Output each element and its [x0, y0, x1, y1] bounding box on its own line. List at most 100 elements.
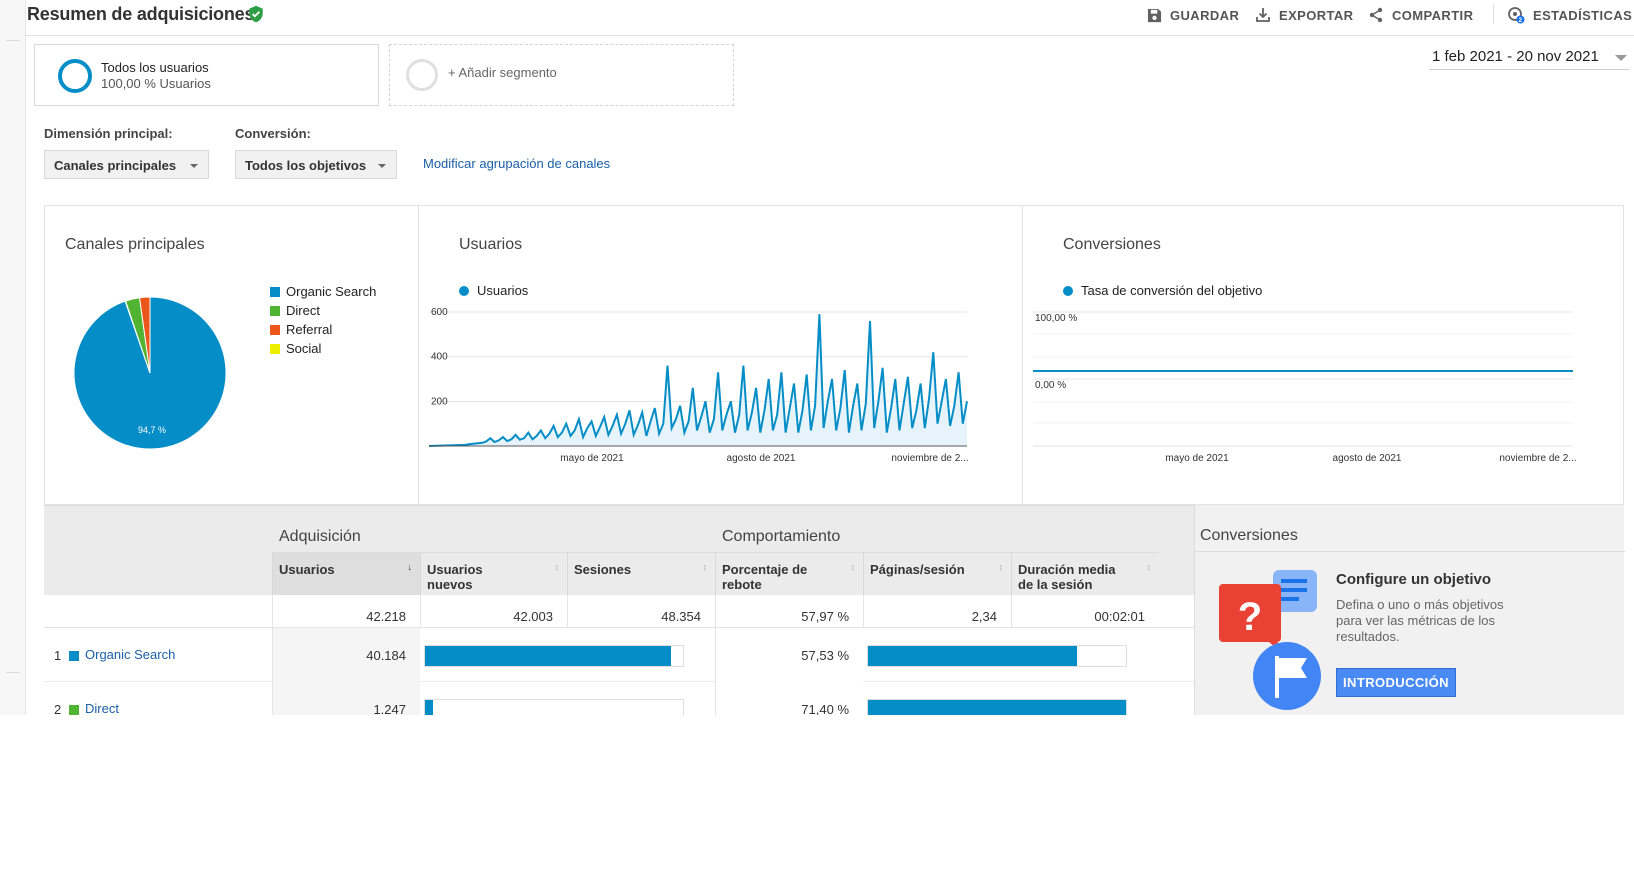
users-share-bar	[424, 645, 684, 667]
x-tick-label: noviembre de 2...	[1499, 453, 1576, 464]
share-icon	[1369, 7, 1383, 23]
users-share-fill	[425, 700, 433, 715]
pie-legend-item: Social	[270, 339, 376, 358]
sort-icon: ↕	[850, 562, 856, 572]
pie-chart: 94,7 %	[73, 296, 227, 450]
insights-icon: 2	[1508, 7, 1525, 24]
total-new-users: 42.003	[420, 595, 567, 628]
save-label: GUARDAR	[1170, 7, 1240, 23]
bounce-share-fill	[868, 646, 1077, 666]
sort-icon: ↕	[702, 562, 708, 572]
insights-badge: 2	[1519, 18, 1523, 24]
col-duration-label-1: Duración media	[1018, 562, 1116, 577]
chevron-down-icon	[378, 164, 386, 168]
y-tick-label: 400	[431, 352, 448, 363]
date-range-text: 1 feb 2021 - 20 nov 2021	[1432, 48, 1599, 65]
empty-segment-ring-icon	[406, 59, 438, 91]
sort-icon: ↕	[1146, 562, 1152, 572]
col-sessions[interactable]: Sesiones ↕	[567, 552, 715, 596]
save-icon	[1147, 8, 1162, 22]
nav-divider	[6, 40, 20, 41]
users-series-line	[428, 314, 968, 447]
row-channel-link[interactable]: Direct	[85, 701, 119, 715]
bounce-cell: 57,53 %	[715, 628, 863, 682]
total-duration: 00:02:01	[1011, 595, 1159, 628]
acquisition-overview: Resumen de adquisiciones GUARDAR EXPORTA…	[0, 0, 1634, 715]
x-tick-label: noviembre de 2...	[891, 453, 968, 464]
col-users[interactable]: Usuarios ↓	[272, 552, 420, 596]
pie-legend-item: Referral	[270, 320, 376, 339]
col-pages-session[interactable]: Páginas/sesión ↕	[863, 552, 1011, 596]
pie-legend: Organic Search Direct Referral Social	[270, 282, 376, 358]
users-cell: 1.247	[272, 682, 420, 715]
row-users-value: 40.184	[366, 648, 406, 663]
conversion-dropdown[interactable]: Todos los objetivos	[235, 150, 397, 179]
users-share-fill	[425, 646, 671, 666]
export-button[interactable]: EXPORTAR	[1255, 5, 1353, 25]
goal-illustration-icon: ?	[1219, 570, 1321, 710]
col-sessions-label: Sesiones	[574, 562, 632, 577]
row-channel-link[interactable]: Organic Search	[85, 647, 176, 662]
sort-icon: ↕	[554, 562, 560, 572]
table-row: 2 Direct 1.247 71,40 %	[44, 682, 1194, 715]
pie-legend-item: Direct	[270, 301, 376, 320]
total-sessions: 48.354	[567, 595, 715, 628]
total-users: 42.218	[272, 595, 420, 628]
legend-swatch	[270, 286, 280, 297]
charts-panel: Canales principales 94,7 % Organic Searc…	[44, 205, 1624, 505]
segment-title: Todos los usuarios	[101, 60, 209, 75]
bounce-share-bar	[867, 645, 1127, 667]
report-header: Resumen de adquisiciones GUARDAR EXPORTA…	[26, 0, 1634, 36]
col-pages-label: Páginas/sesión	[870, 562, 965, 577]
group-acquisition: Adquisición	[279, 528, 361, 545]
col-avg-duration[interactable]: Duración media de la sesión ↕	[1011, 552, 1159, 596]
nav-divider	[6, 672, 20, 673]
totals-row: 42.218 42.003 48.354 57,97 % 2,34 00:02:…	[44, 595, 1194, 628]
left-nav-strip	[0, 0, 26, 715]
share-button[interactable]: COMPARTIR	[1368, 5, 1473, 25]
users-legend: Usuarios	[459, 283, 528, 298]
conversions-legend: Tasa de conversión del objetivo	[1063, 283, 1262, 298]
row-color-swatch	[69, 651, 79, 661]
divider	[1195, 551, 1625, 552]
users-cell: 40.184	[272, 628, 420, 682]
intro-button[interactable]: INTRODUCCIÓN	[1336, 668, 1456, 697]
add-segment-label: + Añadir segmento	[448, 65, 557, 80]
insights-button[interactable]: 2 ESTADÍSTICAS	[1507, 5, 1632, 25]
x-tick-label: agosto de 2021	[1333, 453, 1402, 464]
chevron-down-icon	[190, 164, 198, 168]
modify-channel-grouping-link[interactable]: Modificar agrupación de canales	[423, 156, 611, 171]
date-range-picker[interactable]: 1 feb 2021 - 20 nov 2021	[1429, 46, 1629, 70]
conversions-line-chart: 100,00 % 0,00 % mayo de 2021 agosto de 2021…	[1033, 311, 1577, 464]
col-new-users[interactable]: Usuarios nuevos ↕	[420, 552, 567, 596]
y-tick-label: 600	[431, 307, 448, 318]
export-icon	[1256, 8, 1270, 22]
legend-swatch	[270, 343, 280, 354]
users-area-fill	[429, 314, 967, 446]
group-conversions: Conversiones	[1200, 527, 1298, 544]
y-tick-label: 0,00 %	[1035, 380, 1066, 391]
segment-all-users[interactable]: Todos los usuarios 100,00 % Usuarios	[34, 44, 379, 106]
export-label: EXPORTAR	[1279, 7, 1354, 23]
legend-dot	[1063, 285, 1073, 296]
pie-title: Canales principales	[65, 236, 205, 253]
conversions-goal-box: Conversiones ? Configure un objetivo Def…	[1194, 505, 1625, 715]
pie-slice	[73, 296, 227, 450]
legend-label: Organic Search	[286, 284, 377, 299]
conversions-panel: Conversiones Tasa de conversión del obje…	[1023, 206, 1623, 504]
pie-slice-label: 94,7 %	[138, 425, 166, 435]
col-bounce[interactable]: Porcentaje de rebote ↕	[715, 552, 863, 596]
bounce-share-bar	[867, 699, 1127, 715]
pie-panel: Canales principales 94,7 % Organic Searc…	[45, 206, 419, 504]
svg-text:?: ?	[1238, 595, 1262, 639]
x-tick-label: agosto de 2021	[727, 453, 796, 464]
table-row: 1 Organic Search 40.184 57,53 %	[44, 628, 1194, 682]
goal-description: Defina o uno o más objetivos para ver la…	[1336, 597, 1504, 644]
col-new-users-label-2: nuevos	[427, 577, 473, 592]
row-index: 2	[54, 702, 62, 715]
row-bounce-value: 71,40 %	[801, 702, 849, 715]
add-segment-button[interactable]: + Añadir segmento	[389, 44, 734, 106]
segment-ring-icon	[58, 59, 92, 93]
dimension-dropdown[interactable]: Canales principales	[44, 150, 209, 179]
save-button[interactable]: GUARDAR	[1147, 5, 1239, 25]
